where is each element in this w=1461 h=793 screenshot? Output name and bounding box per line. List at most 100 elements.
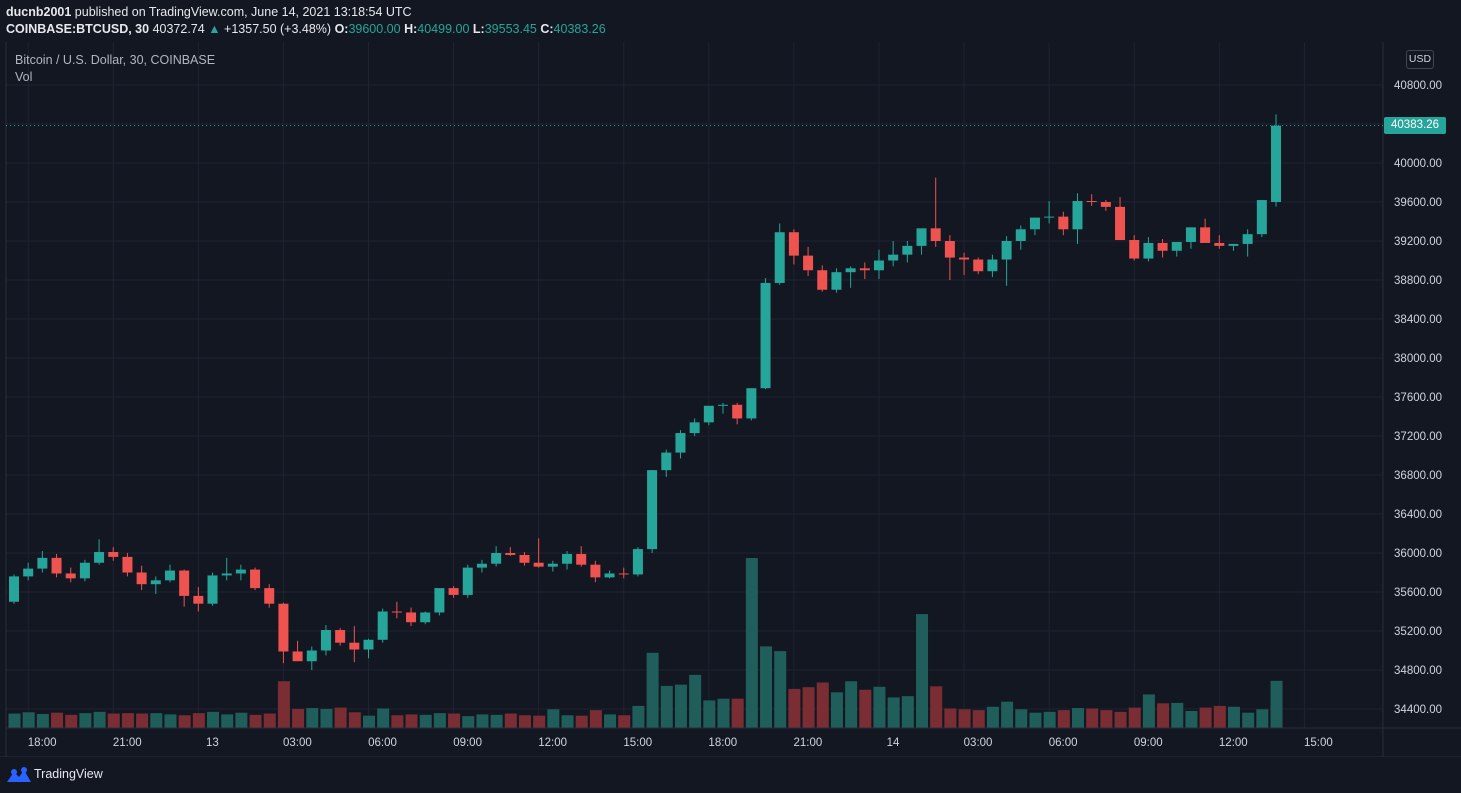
- candle-body: [505, 553, 516, 555]
- volume-bar: [1171, 702, 1184, 728]
- y-tick-label: 40800.00: [1394, 80, 1442, 92]
- volume-bar: [235, 712, 248, 728]
- volume-bar: [221, 714, 234, 728]
- volume-bar: [192, 713, 205, 728]
- volume-bar: [901, 696, 914, 728]
- candle-body: [987, 259, 998, 272]
- volume-bar: [348, 712, 361, 728]
- volume-bar: [575, 715, 588, 728]
- volume-bar: [263, 713, 276, 728]
- currency-button[interactable]: USD: [1406, 50, 1434, 69]
- candle-body: [179, 570, 190, 596]
- candle-body: [79, 562, 90, 579]
- volume-bar: [788, 688, 801, 728]
- volume-bar: [121, 713, 134, 728]
- volume-bar: [419, 714, 432, 728]
- candle-body: [349, 642, 360, 650]
- publisher-name[interactable]: ducnb2001: [6, 5, 72, 19]
- candle-body: [250, 569, 261, 589]
- tradingview-brand[interactable]: TradingView: [34, 767, 103, 781]
- candle-body: [519, 554, 530, 563]
- candle-body: [1044, 216, 1055, 218]
- volume-bar: [533, 715, 546, 728]
- last-price: 40372.74: [152, 22, 205, 36]
- volume-bar: [731, 698, 744, 728]
- candle-body: [562, 553, 573, 564]
- candle-body: [959, 257, 970, 260]
- candle-body: [746, 388, 757, 419]
- volume-bar: [207, 711, 220, 728]
- candle-body: [1058, 216, 1069, 230]
- candle-body: [306, 650, 317, 662]
- candle-body: [1242, 234, 1253, 244]
- volume-bar: [589, 710, 602, 728]
- volume-bar: [1043, 711, 1056, 728]
- volume-bar: [1114, 711, 1127, 728]
- candle-body: [1228, 243, 1239, 246]
- volume-bar: [79, 713, 92, 728]
- x-tick-label: 12:00: [538, 737, 567, 749]
- volume-bar: [689, 674, 702, 728]
- candle-body: [1029, 217, 1040, 230]
- x-tick-label: 21:00: [113, 737, 142, 749]
- candle-body: [363, 639, 374, 650]
- volume-bar: [802, 687, 815, 728]
- candle-body: [1015, 229, 1026, 241]
- candle-body: [873, 260, 884, 271]
- volume-bar: [930, 686, 943, 728]
- series-legend-title[interactable]: Bitcoin / U.S. Dollar, 30, COINBASE: [15, 53, 216, 67]
- volume-bar: [476, 714, 489, 728]
- candle-body: [136, 572, 147, 585]
- volume-bar: [916, 614, 929, 728]
- candle-body: [51, 557, 62, 574]
- price-chart[interactable]: 34400.00 34800.00 35200.00 35600.00 36000.00…: [0, 0, 1461, 757]
- candle-body: [391, 611, 402, 613]
- candle-body: [164, 570, 175, 581]
- tradingview-logo-icon[interactable]: [6, 766, 32, 784]
- volume-legend[interactable]: Vol: [15, 70, 33, 84]
- volume-bar: [958, 709, 971, 728]
- volume-bar: [363, 715, 375, 728]
- candle-body: [476, 563, 487, 568]
- volume-bar: [1256, 709, 1269, 728]
- candle-body: [831, 272, 842, 290]
- volume-bar: [1100, 710, 1113, 728]
- y-tick-label: 36400.00: [1394, 509, 1442, 521]
- candle-body: [916, 228, 927, 246]
- volume-bar: [1157, 703, 1170, 728]
- candle-body: [292, 651, 303, 662]
- volume-bar: [462, 716, 475, 728]
- volume-bar: [774, 651, 787, 728]
- x-tick-label: 15:00: [623, 737, 652, 749]
- candle-body: [1115, 206, 1126, 241]
- volume-bar: [36, 713, 49, 728]
- candle-body: [1214, 242, 1225, 246]
- publish-info: ducnb2001 published on TradingView.com, …: [6, 5, 412, 19]
- candle-body: [803, 255, 814, 271]
- volume-bar: [1128, 707, 1141, 728]
- candle-body: [462, 567, 473, 595]
- y-tick-label: 37600.00: [1394, 392, 1442, 404]
- volume-bar: [703, 700, 716, 728]
- volume-bar: [504, 713, 517, 728]
- volume-bar: [646, 652, 659, 728]
- volume-bar: [22, 712, 35, 728]
- volume-bar: [150, 713, 163, 728]
- candle-body: [590, 564, 601, 578]
- candle-body: [207, 575, 218, 604]
- candle-body: [817, 270, 828, 290]
- volume-bar: [1057, 710, 1070, 728]
- volume-bar: [448, 713, 461, 728]
- x-tick-label: 03:00: [964, 737, 993, 749]
- candle-body: [434, 588, 445, 613]
- volume-bar: [1213, 705, 1226, 728]
- symbol-label[interactable]: COINBASE:BTCUSD, 30: [6, 22, 150, 36]
- candle-body: [774, 232, 785, 283]
- candle-body: [973, 259, 984, 272]
- close-value: 40383.26: [553, 22, 606, 36]
- candle-body: [264, 588, 275, 604]
- volume-bar: [632, 705, 645, 728]
- y-tick-label: 38400.00: [1394, 314, 1442, 326]
- volume-bar: [972, 710, 985, 728]
- close-label: C:: [540, 22, 554, 36]
